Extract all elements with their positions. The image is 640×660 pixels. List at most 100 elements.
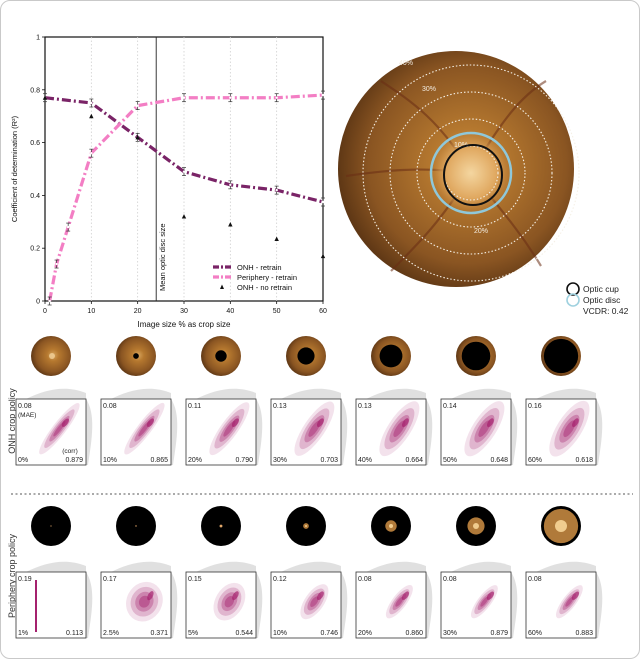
data-point [229, 96, 232, 99]
density-level [39, 403, 80, 455]
thumb-mask [461, 341, 491, 371]
onh-row-label: ONH crop policy [7, 388, 17, 454]
top-marginal [196, 388, 256, 399]
crop-column: 0.13 0.664 40% [355, 336, 433, 466]
mae-value: 0.08 [528, 576, 542, 583]
crop-thumbnail [31, 336, 71, 376]
panel-frame [15, 398, 87, 466]
right-marginal [596, 399, 603, 465]
right-marginal [341, 572, 348, 638]
right-marginal [256, 572, 263, 638]
y-tick-label: 1 [36, 35, 40, 42]
crop-ring [416, 118, 526, 228]
mae-value: 0.13 [273, 403, 287, 410]
crop-thumbnail [201, 506, 241, 546]
crop-pct: 40% [358, 457, 372, 464]
corr-value: 0.113 [66, 630, 83, 637]
data-point [66, 225, 70, 229]
crop-pct: 30% [273, 457, 287, 464]
x-axis-label: Image size % as crop size [138, 320, 231, 329]
mae-value: 0.19 [18, 576, 32, 583]
mae-value: 0.16 [528, 403, 542, 410]
density-panel: 0.12 0.746 10% [270, 561, 348, 639]
density-peak [316, 591, 324, 601]
ring-label: 20% [474, 228, 488, 235]
panel-frame [185, 571, 257, 639]
top-marginal [366, 561, 426, 572]
density-peak [316, 418, 324, 428]
y-tick-label: 0.4 [30, 193, 40, 200]
density-level [464, 401, 505, 457]
mae-value: 0.08 [18, 403, 32, 410]
disc-legend-label: Optic disc [583, 295, 621, 305]
y-tick-label: 0 [36, 299, 40, 306]
series-1 [47, 90, 325, 306]
corr-value: 0.618 [575, 457, 593, 464]
density-level [554, 407, 585, 450]
crop-ring [362, 64, 580, 282]
right-marginal [341, 399, 348, 465]
crop-pct: 60% [528, 630, 542, 637]
data-point [274, 236, 279, 241]
top-marginal [196, 561, 256, 572]
x-axis-ticks: 0 10 20 30 40 50 60 [43, 301, 327, 315]
mae-value: 0.12 [273, 576, 287, 583]
y-tick-label: 0.2 [30, 246, 40, 253]
fundus-legend: Optic cup Optic disc VCDR: 0.42 [566, 282, 629, 316]
data-point [89, 113, 94, 119]
y-axis-ticks: 0 0.2 0.4 0.6 0.8 1 [30, 35, 45, 306]
panel-frame [355, 571, 427, 639]
x-tick-label: 30 [180, 308, 188, 315]
density-panel: 0.08 0.865 10% [100, 388, 178, 466]
crop-pct: 50% [443, 457, 457, 464]
crop-column: 0.19 0.113 1% [15, 506, 93, 639]
right-marginal [86, 399, 93, 465]
data-point [321, 93, 325, 97]
optic-cup-contour [443, 144, 503, 206]
thumb-disc [389, 524, 393, 528]
crop-thumbnail [541, 506, 581, 546]
density-peak [486, 418, 494, 428]
r2-line-chart: 0 0.2 0.4 0.6 0.8 1 0 10 20 30 40 50 60 Mean optic … [10, 35, 327, 330]
series-0 [43, 93, 325, 207]
corr-value: 0.544 [235, 630, 253, 637]
y-axis-label: Coefficient of determination (R²) [10, 115, 19, 222]
density-panel: 0.11 0.790 20% [185, 388, 263, 466]
corr-value: 0.648 [490, 457, 508, 464]
x-tick-label: 60 [319, 308, 327, 315]
mae-caption: (MAE) [18, 412, 36, 419]
corr-value: 0.879 [490, 630, 508, 637]
density-panel: 0.16 0.618 60% [525, 388, 603, 466]
right-marginal [256, 399, 263, 465]
crop-column: 0.16 0.618 60% [525, 336, 603, 466]
thumb-visible [50, 525, 52, 527]
series-group [42, 90, 326, 306]
density-peak [61, 418, 70, 427]
data-point [181, 214, 187, 219]
crop-pct: 20% [358, 630, 372, 637]
crop-thumbnail [116, 336, 156, 376]
crop-column: 0.08 0.860 20% [355, 506, 433, 639]
crop-column: 0.14 0.648 50% [440, 336, 518, 466]
data-point [48, 299, 51, 303]
crop-column: 0.08 0.879 30% [440, 506, 518, 639]
corr-value: 0.746 [320, 630, 338, 637]
density-level [294, 401, 335, 456]
optic-disc-region [429, 131, 513, 215]
thumb-mask [379, 344, 403, 368]
density-panel: 0.08 0.883 60% [525, 561, 603, 639]
density-level [549, 400, 590, 457]
crop-thumbnail [371, 506, 411, 546]
density-level [138, 595, 150, 608]
data-point [321, 200, 325, 204]
density-peak [232, 591, 239, 601]
corr-caption: (corr) [62, 448, 78, 455]
top-marginal [26, 388, 86, 399]
density-level [565, 596, 574, 607]
thumb-disc [473, 523, 479, 529]
crop-column: 0.13 0.703 30% [270, 336, 348, 466]
x-tick-label: 20 [134, 308, 142, 315]
ring-label: 30% [422, 86, 436, 93]
thumb-disc [49, 353, 55, 359]
